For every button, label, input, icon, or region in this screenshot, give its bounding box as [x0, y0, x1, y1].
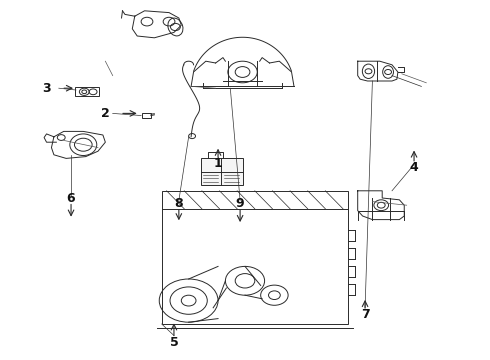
Text: 4: 4 [410, 161, 418, 174]
Text: 1: 1 [214, 157, 222, 170]
Text: 7: 7 [361, 309, 369, 321]
Text: 6: 6 [67, 192, 75, 204]
Text: 8: 8 [174, 197, 183, 210]
Text: 5: 5 [170, 336, 178, 349]
Bar [162, 191, 348, 324]
Text: 2: 2 [101, 107, 110, 120]
FancyBboxPatch shape [201, 158, 243, 185]
Text: 9: 9 [236, 197, 245, 210]
Text: 3: 3 [42, 82, 51, 95]
